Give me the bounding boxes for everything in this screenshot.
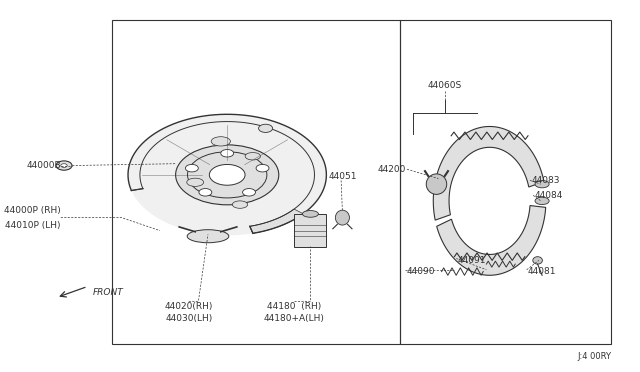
Bar: [400, 20, 611, 344]
Text: 44051: 44051: [328, 172, 356, 181]
Text: FRONT: FRONT: [93, 288, 124, 296]
Ellipse shape: [335, 210, 349, 225]
Text: 44030(LH): 44030(LH): [165, 314, 212, 323]
Text: 44060S: 44060S: [428, 81, 462, 90]
Ellipse shape: [209, 164, 245, 185]
Polygon shape: [128, 114, 326, 235]
Bar: [294, 214, 326, 247]
Ellipse shape: [221, 150, 234, 157]
Ellipse shape: [426, 174, 447, 194]
Ellipse shape: [188, 152, 267, 198]
Polygon shape: [436, 206, 546, 275]
Ellipse shape: [245, 153, 260, 160]
Ellipse shape: [243, 189, 255, 196]
Text: 44020(RH): 44020(RH): [164, 302, 213, 311]
Ellipse shape: [533, 257, 543, 264]
Ellipse shape: [535, 180, 549, 188]
Ellipse shape: [211, 137, 230, 146]
Text: 44000P (RH): 44000P (RH): [4, 206, 61, 215]
Ellipse shape: [187, 178, 204, 186]
Text: 44200: 44200: [378, 165, 406, 174]
Ellipse shape: [186, 164, 198, 172]
Ellipse shape: [199, 189, 212, 196]
Text: 44090: 44090: [406, 267, 435, 276]
Bar: [112, 20, 400, 344]
Polygon shape: [433, 126, 544, 220]
Polygon shape: [250, 209, 303, 233]
Text: 44083: 44083: [531, 176, 560, 185]
Text: 44084: 44084: [534, 191, 563, 200]
Text: 44180+A(LH): 44180+A(LH): [264, 314, 325, 323]
Ellipse shape: [61, 164, 67, 167]
Text: 44081: 44081: [528, 267, 557, 276]
Ellipse shape: [302, 211, 319, 217]
Ellipse shape: [175, 145, 279, 205]
Ellipse shape: [56, 161, 72, 170]
Ellipse shape: [187, 230, 229, 243]
Text: 44180  (RH): 44180 (RH): [268, 302, 321, 311]
Ellipse shape: [232, 201, 248, 208]
Ellipse shape: [259, 124, 273, 132]
Text: 44010P (LH): 44010P (LH): [5, 221, 61, 230]
Ellipse shape: [256, 164, 269, 172]
Text: 44000B: 44000B: [26, 161, 61, 170]
Ellipse shape: [535, 197, 549, 205]
Text: 44091: 44091: [458, 256, 486, 265]
Text: J:4 00RY: J:4 00RY: [577, 352, 611, 361]
